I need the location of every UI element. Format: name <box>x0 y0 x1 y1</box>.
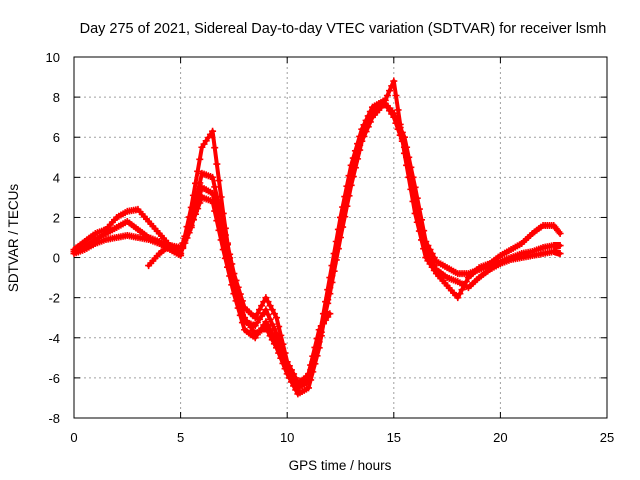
y-tick-label: -2 <box>48 291 60 306</box>
x-tick-label: 25 <box>600 430 614 445</box>
series-track-4 <box>145 193 334 390</box>
x-tick-label: 5 <box>177 430 184 445</box>
plot-frame <box>73 56 608 419</box>
y-axis-label: SDTVAR / TECUs <box>6 184 21 293</box>
chart-title: Day 275 of 2021, Sidereal Day-to-day VTE… <box>80 21 607 37</box>
y-tick-label: 10 <box>46 50 60 65</box>
x-tick-label: 15 <box>387 430 401 445</box>
y-tick-label: 8 <box>53 90 60 105</box>
y-tick-label: 2 <box>53 210 60 225</box>
axis-ticks: 0 5 10 15 20 25 -8 -6 -4 -2 0 2 4 6 8 10 <box>46 50 615 445</box>
series-markers <box>145 193 334 390</box>
x-axis-label: GPS time / hours <box>289 458 392 473</box>
y-tick-label: 6 <box>53 130 60 145</box>
x-tick-label: 0 <box>70 430 77 445</box>
x-tick-label: 20 <box>493 430 507 445</box>
y-tick-label: 4 <box>53 170 60 185</box>
x-tick-label: 10 <box>280 430 294 445</box>
y-tick-label: 0 <box>53 251 60 266</box>
y-tick-label: -4 <box>48 331 60 346</box>
y-tick-label: -6 <box>48 371 60 386</box>
y-tick-label: -8 <box>48 411 60 426</box>
data-series <box>70 77 564 398</box>
